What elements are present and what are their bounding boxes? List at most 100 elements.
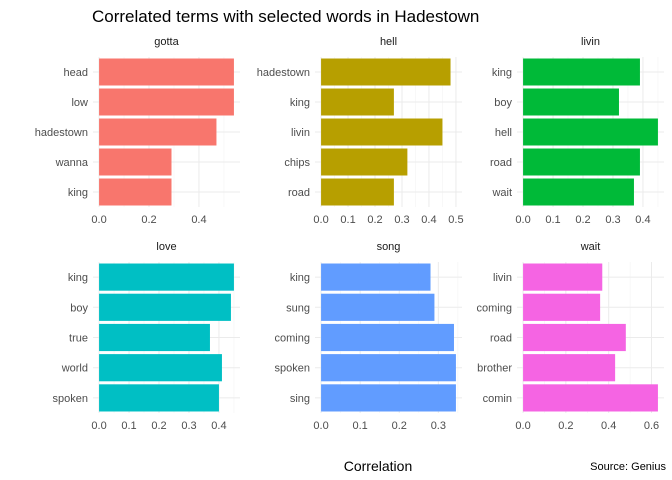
bar-livin-king bbox=[523, 58, 640, 86]
y-tick-label: spoken bbox=[275, 363, 310, 375]
bar-love-spoken bbox=[99, 384, 219, 412]
y-tick-label: wanna bbox=[55, 157, 89, 169]
y-tick-label: head bbox=[64, 67, 88, 79]
bar-love-king bbox=[99, 263, 234, 291]
x-tick-label: 0.4 bbox=[421, 214, 436, 226]
x-tick-label: 0.2 bbox=[151, 420, 166, 432]
x-tick-label: 0.1 bbox=[353, 420, 368, 432]
y-tick-label: livin bbox=[291, 127, 310, 139]
bar-hell-king bbox=[321, 88, 394, 116]
x-tick-label: 0.3 bbox=[431, 420, 446, 432]
x-axis-label: Correlation bbox=[344, 458, 412, 474]
x-tick-label: 0.2 bbox=[575, 214, 590, 226]
chart-title: Correlated terms with selected words in … bbox=[92, 7, 479, 26]
y-tick-label: king bbox=[290, 97, 310, 109]
x-tick-label: 0.0 bbox=[313, 214, 328, 226]
bar-livin-road bbox=[523, 148, 640, 176]
facet-strip-label: gotta bbox=[154, 36, 179, 48]
x-tick-label: 0.0 bbox=[91, 420, 106, 432]
y-tick-label: livin bbox=[493, 272, 512, 284]
facet-panel-song: song king sung coming spoken sing 0.0 0.1 0.2 0.3 bbox=[275, 241, 462, 432]
y-tick-label: chips bbox=[284, 157, 310, 169]
bar-hell-chips bbox=[321, 148, 408, 176]
bar-gotta-king bbox=[99, 178, 172, 206]
x-tick-label: 0.2 bbox=[558, 420, 573, 432]
x-tick-label: 0.0 bbox=[313, 420, 328, 432]
bar-gotta-head bbox=[99, 58, 234, 86]
x-tick-label: 0.5 bbox=[448, 214, 463, 226]
x-tick-label: 0.4 bbox=[191, 214, 206, 226]
y-tick-label: wait bbox=[491, 187, 512, 199]
y-tick-label: hell bbox=[495, 127, 512, 139]
bar-wait-comin bbox=[523, 384, 658, 412]
facet-strip-label: livin bbox=[581, 36, 600, 48]
y-tick-label: sung bbox=[286, 302, 310, 314]
y-tick-label: low bbox=[71, 97, 88, 109]
y-tick-label: brother bbox=[477, 363, 512, 375]
bar-song-spoken bbox=[321, 354, 456, 382]
bar-wait-brother bbox=[523, 354, 616, 382]
facet-panel-livin: livin king boy hell road wait 0.0 0.1 0.2 0.3 0.4 bbox=[490, 36, 664, 226]
x-tick-label: 0.1 bbox=[545, 214, 560, 226]
bar-gotta-hadestown bbox=[99, 118, 217, 146]
x-tick-label: 0.1 bbox=[340, 214, 355, 226]
x-tick-label: 0.2 bbox=[367, 214, 382, 226]
y-tick-label: sing bbox=[290, 393, 310, 405]
y-tick-label: boy bbox=[70, 302, 88, 314]
y-tick-label: road bbox=[490, 333, 512, 345]
y-tick-label: hadestown bbox=[257, 67, 310, 79]
x-tick-label: 0.4 bbox=[211, 420, 226, 432]
bar-love-true bbox=[99, 323, 210, 352]
chart-caption: Source: Genius bbox=[590, 461, 666, 473]
bar-hell-hadestown bbox=[321, 58, 451, 86]
facet-strip-label: song bbox=[377, 241, 401, 253]
bar-song-king bbox=[321, 263, 431, 291]
bar-song-sung bbox=[321, 293, 435, 321]
x-tick-label: 0.1 bbox=[121, 420, 136, 432]
x-tick-label: 0.3 bbox=[605, 214, 620, 226]
y-tick-label: hadestown bbox=[35, 127, 88, 139]
bar-song-sing bbox=[321, 384, 456, 412]
x-tick-label: 0.2 bbox=[392, 420, 407, 432]
bar-livin-wait bbox=[523, 178, 634, 206]
bar-wait-road bbox=[523, 323, 626, 352]
bar-gotta-wanna bbox=[99, 148, 172, 176]
x-tick-label: 0.3 bbox=[394, 214, 409, 226]
x-tick-label: 0.4 bbox=[601, 420, 616, 432]
y-tick-label: road bbox=[288, 187, 310, 199]
y-tick-label: coming bbox=[477, 302, 512, 314]
bar-love-boy bbox=[99, 293, 231, 321]
y-tick-label: spoken bbox=[53, 393, 88, 405]
bar-gotta-low bbox=[99, 88, 234, 116]
facet-panel-hell: hell hadestown king livin chips road 0.0 0.1 0.2… bbox=[257, 36, 464, 226]
bar-love-world bbox=[99, 354, 222, 382]
y-tick-label: coming bbox=[275, 333, 310, 345]
x-tick-label: 0.0 bbox=[91, 214, 106, 226]
y-tick-label: comin bbox=[483, 393, 512, 405]
y-tick-label: world bbox=[61, 363, 88, 375]
facet-strip-label: love bbox=[156, 241, 176, 253]
bar-wait-coming bbox=[523, 293, 601, 321]
x-tick-label: 0.2 bbox=[141, 214, 156, 226]
facet-strip-label: hell bbox=[380, 36, 397, 48]
y-tick-label: king bbox=[68, 272, 88, 284]
bar-song-coming bbox=[321, 323, 454, 352]
y-tick-label: true bbox=[69, 333, 88, 345]
y-tick-label: king bbox=[492, 67, 512, 79]
x-tick-label: 0.3 bbox=[181, 420, 196, 432]
bar-hell-road bbox=[321, 178, 394, 206]
bar-livin-hell bbox=[523, 118, 658, 146]
y-tick-label: boy bbox=[494, 97, 512, 109]
facet-strip-label: wait bbox=[580, 241, 601, 253]
y-tick-label: king bbox=[290, 272, 310, 284]
facet-panel-wait: wait livin coming road brother comin 0.0 0.2 0.4… bbox=[477, 241, 664, 432]
x-tick-label: 0.0 bbox=[515, 420, 530, 432]
y-tick-label: king bbox=[68, 187, 88, 199]
x-tick-label: 0.6 bbox=[644, 420, 659, 432]
x-tick-label: 0.4 bbox=[635, 214, 650, 226]
bar-hell-livin bbox=[321, 118, 443, 146]
y-tick-label: road bbox=[490, 157, 512, 169]
facet-panel-gotta: gotta head low hadestown wanna king 0.0 0.2 0.4 bbox=[35, 36, 240, 226]
